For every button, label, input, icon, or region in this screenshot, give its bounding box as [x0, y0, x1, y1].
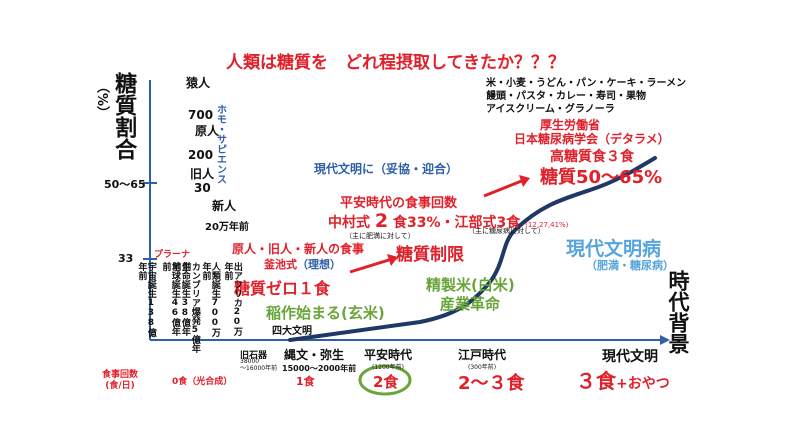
- ministry-line-2: 日本糖尿病学会（デタラメ）: [514, 132, 670, 146]
- new-man-years: 20万年前: [205, 222, 249, 233]
- event-universe: 宇宙誕生138億年前: [136, 262, 156, 337]
- x-axis-arrowhead: [660, 335, 670, 345]
- era-stone-years: 38000 ～16000年前: [240, 358, 278, 373]
- x-axis-label: 時代背景: [666, 270, 691, 354]
- era-edo-years: (300年前): [468, 364, 497, 371]
- old-man-label: 旧人: [190, 167, 215, 181]
- era-modern-meals: ３食+おやつ: [576, 365, 670, 394]
- ebe-pct: (12,27,41%): [525, 221, 569, 229]
- old-man-years: 30: [194, 181, 211, 195]
- new-man-label: 新人: [212, 199, 237, 213]
- modern-disease-title: 現代文明病: [566, 238, 662, 260]
- rice-start-label: 稲作始まる(玄米): [266, 304, 385, 322]
- foods-line-3: アイスクリーム・グラノーラ: [486, 104, 615, 115]
- kamaike-line-3: 糖質ゼロ１食: [234, 279, 331, 298]
- heian-note-1: （主に肥満に対して）: [345, 232, 415, 240]
- nakamura-suffix: 食33%・: [392, 215, 455, 231]
- sugar-limit-label: 糖質制限: [396, 245, 464, 265]
- ministry-line-1: 厚生労働省: [540, 118, 601, 132]
- event-humans: 人類誕生700万年前: [200, 262, 220, 337]
- heian-note-2: （主に糖尿病に対して）: [468, 227, 545, 235]
- ape-man-label: 猿人: [186, 76, 211, 90]
- out-of-africa-label: 出アフリカ20万年前: [222, 262, 242, 336]
- modern-meals-main: ３食: [576, 369, 616, 393]
- era-heian-years: (1200年前): [372, 364, 404, 371]
- kamaike-line-2: 釜池式（理想）: [264, 256, 341, 272]
- era-modern-label: 現代文明: [602, 349, 658, 365]
- four-civilizations-label: 四大文明: [272, 326, 312, 337]
- modern-civ-note: 現代文明に（妥協・迎合）: [314, 162, 459, 176]
- modern-meals-extra: +おやつ: [616, 376, 670, 392]
- y-axis-label: 糖質割合: [111, 72, 137, 160]
- kamaike-method: 釜池式: [264, 258, 297, 271]
- prana-label: プラーナ: [154, 250, 191, 260]
- sugar-curve: [288, 156, 657, 342]
- event-cambrian: カンブリア爆発5億年前: [180, 262, 200, 353]
- refined-rice-label: 精製米(白米): [426, 276, 515, 294]
- foods-line-2: 饅頭・パスタ・カレー・寿司・果物: [486, 91, 646, 102]
- y-axis-unit: （%）: [94, 80, 109, 120]
- y-tick-high-label: 50～65: [104, 178, 146, 191]
- zero-meals-label: 0食（光合成）: [172, 377, 233, 387]
- foods-line-1: 米・小麦・うどん・パン・ケーキ・ラーメン: [486, 78, 687, 89]
- era-heian-meals: 2食: [373, 373, 399, 391]
- heian-methods: 中村式 2 食33%・江部式3食 (12,27,41%): [328, 210, 568, 232]
- sugar-high-label: 糖質50～65%: [540, 167, 663, 188]
- arrow-1: [349, 257, 393, 274]
- y-tick-low-label: 33: [118, 252, 134, 265]
- ministry-line-3: 高糖質食３食: [550, 149, 634, 165]
- era-heian-label: 平安時代: [364, 348, 413, 362]
- modern-disease-sub: （肥満・糖尿病）: [586, 259, 674, 272]
- era-edo-label: 江戸時代: [458, 348, 507, 362]
- era-stone-label: 旧石器: [240, 351, 268, 361]
- page-title: 人類は糖質を どれ程摂取してきたか？？？: [226, 53, 565, 73]
- arrow-1-head: [387, 254, 398, 266]
- arrow-2-head: [519, 175, 530, 187]
- industrial-revolution-label: 産業革命: [440, 295, 501, 313]
- meal-count-label: 食事回数 (食/日): [102, 370, 139, 392]
- kamaike-ideal: （理想）: [297, 258, 341, 271]
- kamaike-line-1: 原人・旧人・新人の食事: [232, 242, 365, 256]
- era-jomon-label: 縄文・弥生: [284, 348, 345, 362]
- arrow-2: [483, 178, 525, 198]
- era-jomon-meals: 1食: [296, 375, 315, 388]
- primitive-man-label: 原人: [195, 124, 220, 138]
- primitive-man-years: 200: [188, 148, 214, 162]
- nakamura-prefix: 中村式: [328, 215, 370, 231]
- homo-sapiens-label: ホモ・サピエンス: [214, 104, 226, 184]
- era-edo-meals: 2～３食: [458, 373, 525, 394]
- ape-man-years: 700: [188, 108, 214, 122]
- ebe-prefix: 江部式3食: [454, 215, 521, 231]
- event-earth: 地球誕生46億年前: [160, 262, 180, 336]
- event-life: 生命誕生38億年前: [170, 262, 190, 336]
- heian-meals-highlight: [358, 364, 412, 396]
- heian-header: 平安時代の食事回数: [340, 196, 458, 211]
- era-jomon-years: 15000～2000年前: [282, 364, 357, 373]
- nakamura-value: 2: [374, 210, 389, 232]
